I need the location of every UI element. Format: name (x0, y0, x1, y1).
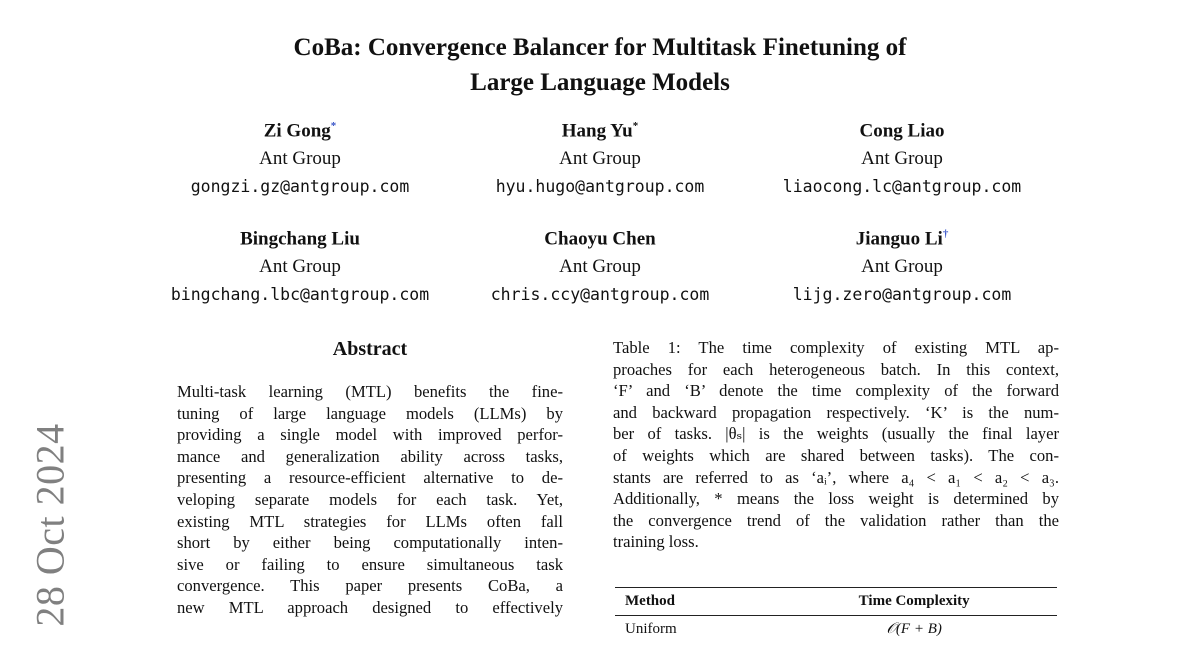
author-name-text: Bingchang Liu (240, 228, 360, 250)
title-line: Large Language Models (470, 69, 730, 96)
text-line: ‘F’ and ‘B’ denote the time complexity o… (613, 381, 1059, 401)
table-cell: Uniform (625, 620, 677, 637)
author-block: Bingchang Liu Ant Group bingchang.lbc@an… (130, 220, 470, 309)
author-mark: * (632, 120, 639, 132)
author-email[interactable]: hyu.hugo@antgroup.com (495, 177, 705, 197)
author-name-text: Hang Yu (561, 120, 633, 142)
table-header: Time Complexity (771, 587, 1057, 616)
text-line: the convergence trend of the validation … (613, 510, 1059, 530)
text-line: and backward propagation respectively. ‘… (613, 402, 1059, 422)
abstract-heading: Abstract (332, 338, 408, 360)
author-name-text: Zi Gong (263, 120, 331, 142)
author-email[interactable]: liaocong.lc@antgroup.com (782, 177, 1022, 197)
author-affiliation: Ant Group (559, 148, 641, 170)
author-block: Zi Gong* Ant Group gongzi.gz@antgroup.co… (130, 112, 470, 201)
text-line: existing MTL strategies for LLMs often f… (177, 511, 563, 531)
text-line: Table 1: The time complexity of existing… (613, 338, 1059, 357)
author-block: Hang Yu* Ant Group hyu.hugo@antgroup.com (430, 112, 770, 201)
abstract-body: Multi-task learning (MTL) benefits the f… (177, 381, 563, 619)
text-line: veloping separate models for each task. … (177, 489, 563, 509)
author-affiliation: Ant Group (861, 148, 943, 170)
author-name: Bingchang Liu (130, 220, 470, 253)
text-line: proaches for each heterogeneous batch. I… (613, 359, 1059, 379)
author-name-text: Cong Liao (859, 120, 945, 142)
author-name: Jianguo Li† (732, 220, 1072, 253)
author-email[interactable]: chris.ccy@antgroup.com (490, 285, 710, 305)
author-name: Zi Gong* (130, 112, 470, 145)
paper-title: CoBa: Convergence Balancer for Multitask… (0, 30, 1200, 100)
author-email[interactable]: bingchang.lbc@antgroup.com (170, 285, 430, 305)
author-name: Hang Yu* (430, 112, 770, 145)
author-block: Cong Liao Ant Group liaocong.lc@antgroup… (732, 112, 1072, 201)
text-line: stants are referred to as ‘aᵢ’, where a₄… (613, 467, 1059, 487)
text-line: sive or failing to ensure simultaneous t… (177, 554, 563, 574)
complexity-table: Method Time Complexity Uniform 𝒪(F + B) (615, 587, 1057, 642)
author-affiliation: Ant Group (259, 256, 341, 278)
text-line: convergence. This paper presents CoBa, a (177, 576, 563, 596)
text-line: tuning of large language models (LLMs) b… (177, 403, 563, 423)
text-line: mance and generalization ability across … (177, 446, 563, 466)
text-line: short by either being computationally in… (177, 533, 563, 553)
text-line: of weights which are shared between task… (613, 445, 1059, 465)
table-header: Method (615, 587, 772, 616)
text-line: training loss. (613, 532, 699, 552)
text-line: presenting a resource-efficient alternat… (177, 468, 563, 488)
author-name: Cong Liao (732, 112, 1072, 145)
author-email[interactable]: gongzi.gz@antgroup.com (190, 177, 410, 197)
author-affiliation: Ant Group (861, 256, 943, 278)
text-line: ber of tasks. |θₛ| is the weights (usual… (613, 424, 1059, 444)
text-line: providing a single model with improved p… (177, 425, 563, 445)
text-line: Additionally, * means the loss weight is… (613, 489, 1059, 509)
author-affiliation: Ant Group (259, 148, 341, 170)
text-line: Multi-task learning (MTL) benefits the f… (177, 382, 563, 401)
table-caption: Table 1: The time complexity of existing… (613, 337, 1059, 553)
author-name-text: Jianguo Li (855, 228, 943, 250)
author-block: Jianguo Li† Ant Group lijg.zero@antgroup… (732, 220, 1072, 309)
table-cell: 𝒪(F + B) (886, 621, 942, 637)
author-email[interactable]: lijg.zero@antgroup.com (792, 285, 1012, 305)
title-line: CoBa: Convergence Balancer for Multitask… (293, 34, 907, 61)
author-mark: * (330, 120, 337, 132)
author-name: Chaoyu Chen (430, 220, 770, 253)
author-affiliation: Ant Group (559, 256, 641, 278)
arxiv-date-stamp: 28 Oct 2024 (27, 423, 73, 627)
author-name-text: Chaoyu Chen (544, 228, 656, 250)
author-block: Chaoyu Chen Ant Group chris.ccy@antgroup… (430, 220, 770, 309)
text-line: new MTL approach designed to effectively (177, 597, 563, 617)
table-row: Uniform 𝒪(F + B) (615, 616, 1057, 643)
author-mark: † (942, 228, 949, 240)
